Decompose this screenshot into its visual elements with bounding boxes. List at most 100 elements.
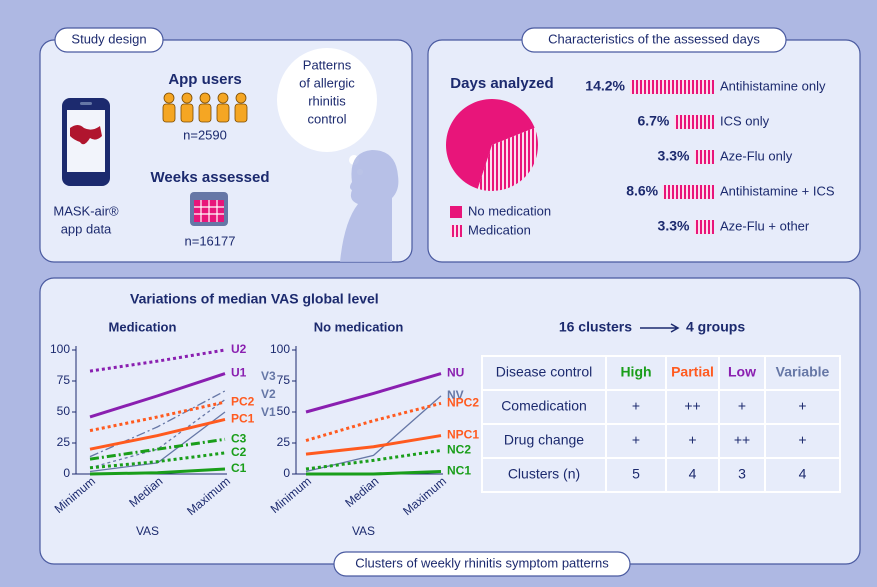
pie-slice (477, 127, 538, 191)
bar-label: Aze-Flu + other (720, 218, 810, 233)
label: 16 clusters (559, 319, 632, 335)
table-text: + (738, 398, 746, 414)
chart-title: No medication (314, 319, 404, 334)
table-cell (764, 355, 841, 391)
y-tick-label: 0 (63, 466, 70, 480)
table-text: Partial (671, 364, 714, 380)
table-cell (665, 355, 720, 391)
table-text: + (798, 432, 806, 448)
table-text: Disease control (496, 364, 593, 380)
y-tick-label: 75 (277, 373, 291, 387)
pill (521, 27, 787, 53)
table-text: 3 (738, 466, 746, 482)
series-line (305, 434, 442, 456)
legend-swatch (450, 206, 462, 218)
table-text: Variable (776, 364, 830, 380)
series-label: C1 (231, 461, 247, 475)
series-label: C2 (231, 445, 247, 459)
series-line (305, 372, 442, 414)
series-label: NU (447, 366, 464, 380)
y-tick-label: 25 (277, 435, 291, 449)
label: Patterns (303, 57, 352, 72)
series-label: NPC2 (447, 395, 479, 409)
table-text: Low (728, 364, 756, 380)
table-text: 4 (799, 466, 807, 482)
series-line (305, 448, 442, 471)
series-label: V1 (261, 405, 276, 419)
table-text: Clusters (n) (508, 466, 580, 482)
series-label: NPC1 (447, 428, 479, 442)
y-tick-label: 75 (57, 373, 71, 387)
label: 4 groups (686, 319, 745, 335)
label: Weeks assessed (151, 169, 270, 186)
panel-title: Clusters of weekly rhinitis symptom patt… (355, 555, 609, 570)
calendar-icon (190, 192, 228, 226)
chart-title: Medication (109, 319, 177, 334)
table-text: Drug change (504, 432, 584, 448)
pill (54, 27, 164, 53)
table-cell (764, 389, 841, 425)
table-cell (481, 457, 607, 493)
series-label: V2 (261, 387, 276, 401)
table-text: + (688, 432, 696, 448)
series-label: C3 (231, 431, 247, 445)
series-line (89, 437, 226, 461)
table-text: Comedication (501, 398, 587, 414)
label: rhinitis (308, 93, 346, 108)
bar-label: Aze-Flu only (720, 148, 793, 163)
series-label: V3 (261, 369, 276, 383)
label: MASK-air® (53, 203, 119, 218)
people-icon (162, 92, 248, 123)
legend-label: Medication (468, 222, 531, 237)
table-text: ++ (734, 432, 750, 448)
y-tick-label: 50 (57, 404, 71, 418)
table-text: High (620, 364, 651, 380)
series-line (305, 401, 442, 442)
table-text: ++ (684, 398, 700, 414)
series-line (89, 451, 226, 470)
y-tick-label: 25 (57, 435, 71, 449)
bar (663, 185, 714, 199)
bar-value-label: 3.3% (658, 148, 690, 164)
pill (333, 551, 631, 577)
series-line (89, 400, 226, 433)
table-text: + (632, 432, 640, 448)
x-axis-label: VAS (352, 524, 375, 538)
series-line (89, 417, 226, 451)
series-label: PC2 (231, 394, 255, 408)
series-line (89, 467, 226, 476)
bar-value-label: 6.7% (637, 113, 669, 129)
series-label: PC1 (231, 412, 255, 426)
series-line (89, 348, 226, 373)
y-tick-label: 100 (50, 342, 70, 356)
arrow (640, 323, 680, 333)
legend-label: No medication (468, 203, 551, 218)
table-cell (481, 423, 607, 459)
table-cell (764, 457, 841, 493)
bar (674, 115, 714, 129)
label: n=16177 (185, 233, 236, 248)
series-label: U1 (231, 366, 247, 380)
label: app data (61, 221, 112, 236)
label: of allergic (299, 75, 355, 90)
table-text: + (632, 398, 640, 414)
panel-title: Study design (71, 31, 146, 46)
phone-icon (62, 98, 110, 186)
thought-bubble (277, 48, 399, 262)
table-text: 4 (689, 466, 697, 482)
bar-value-label: 3.3% (658, 218, 690, 234)
series-label: NC2 (447, 443, 471, 457)
bar-label: ICS only (720, 113, 770, 128)
panel-title: Characteristics of the assessed days (548, 31, 760, 46)
table-cell (718, 457, 766, 493)
label: control (307, 111, 346, 126)
bar (694, 220, 714, 234)
series-label: NC1 (447, 464, 471, 478)
bar-label: Antihistamine + ICS (720, 183, 835, 198)
series-line (305, 395, 442, 473)
bar-value-label: 8.6% (626, 183, 658, 199)
bar (630, 80, 714, 94)
table-text: 5 (632, 466, 640, 482)
y-tick-label: 0 (283, 466, 290, 480)
